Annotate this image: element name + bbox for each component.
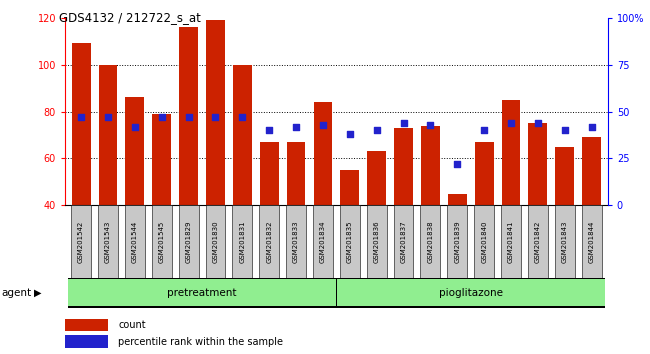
Text: GSM201544: GSM201544 [132,221,138,263]
Bar [582,137,601,205]
Text: GSM201543: GSM201543 [105,221,111,263]
Text: GSM201542: GSM201542 [78,221,84,263]
Point [452,161,463,167]
Text: GSM201545: GSM201545 [159,221,164,263]
Point [425,122,436,127]
Bar [233,65,252,205]
Point [129,124,140,129]
Point [533,120,543,126]
Bar [528,123,547,205]
Point [506,120,516,126]
Bar [313,205,333,278]
Bar [98,205,118,278]
Bar [99,65,118,205]
Point [264,127,274,133]
Bar [260,142,279,205]
Text: GSM201842: GSM201842 [535,221,541,263]
Text: GSM201837: GSM201837 [400,220,406,263]
Point [479,127,489,133]
Bar [179,27,198,205]
Bar [341,170,359,205]
Bar [555,205,575,278]
Bar [286,205,306,278]
Bar [206,20,225,205]
Point [398,120,409,126]
Bar [528,205,548,278]
Text: GSM201838: GSM201838 [428,220,434,263]
Text: GSM201839: GSM201839 [454,220,460,263]
Bar [72,205,91,278]
Text: ▶: ▶ [34,288,42,298]
Text: GSM201834: GSM201834 [320,220,326,263]
Bar [448,194,467,205]
Text: GSM201831: GSM201831 [239,220,245,263]
Text: percentile rank within the sample: percentile rank within the sample [118,337,283,347]
Text: GSM201833: GSM201833 [293,220,299,263]
Point [318,122,328,127]
Text: GSM201832: GSM201832 [266,220,272,263]
Bar [205,205,226,278]
Text: GSM201835: GSM201835 [347,220,353,263]
Text: GSM201830: GSM201830 [213,220,218,263]
Bar [340,205,359,278]
Point [103,114,113,120]
Bar [65,335,109,348]
Bar [447,205,467,278]
Bar [394,205,413,278]
Text: GSM201844: GSM201844 [589,221,595,263]
Bar [337,279,605,307]
Bar [125,205,145,278]
Point [586,124,597,129]
Bar [582,205,601,278]
Bar [233,205,252,278]
Text: pioglitazone: pioglitazone [439,288,502,298]
Point [157,114,167,120]
Bar [502,100,521,205]
Text: GSM201836: GSM201836 [374,220,380,263]
Point [210,114,220,120]
Text: pretreatment: pretreatment [167,288,237,298]
Bar [474,142,493,205]
Bar [152,205,172,278]
Bar [259,205,279,278]
Bar [421,126,440,205]
Point [344,131,355,137]
Bar [394,128,413,205]
Text: count: count [118,320,146,330]
Bar [72,44,90,205]
Bar [367,152,386,205]
Point [291,124,301,129]
Bar [367,205,387,278]
Point [76,114,86,120]
Text: GDS4132 / 212722_s_at: GDS4132 / 212722_s_at [58,11,200,24]
Text: GSM201840: GSM201840 [481,220,487,263]
Text: agent: agent [1,288,31,298]
Text: GSM201829: GSM201829 [186,220,192,263]
Point [372,127,382,133]
Bar [65,319,109,331]
Bar [313,102,332,205]
Bar [152,114,171,205]
Text: GSM201841: GSM201841 [508,220,514,263]
Point [183,114,194,120]
Bar [125,97,144,205]
Bar [474,205,494,278]
Bar [287,142,305,205]
Bar [68,279,336,307]
Point [237,114,248,120]
Bar [179,205,198,278]
Point [560,127,570,133]
Text: GSM201843: GSM201843 [562,220,567,263]
Bar [421,205,440,278]
Bar [501,205,521,278]
Bar [555,147,574,205]
